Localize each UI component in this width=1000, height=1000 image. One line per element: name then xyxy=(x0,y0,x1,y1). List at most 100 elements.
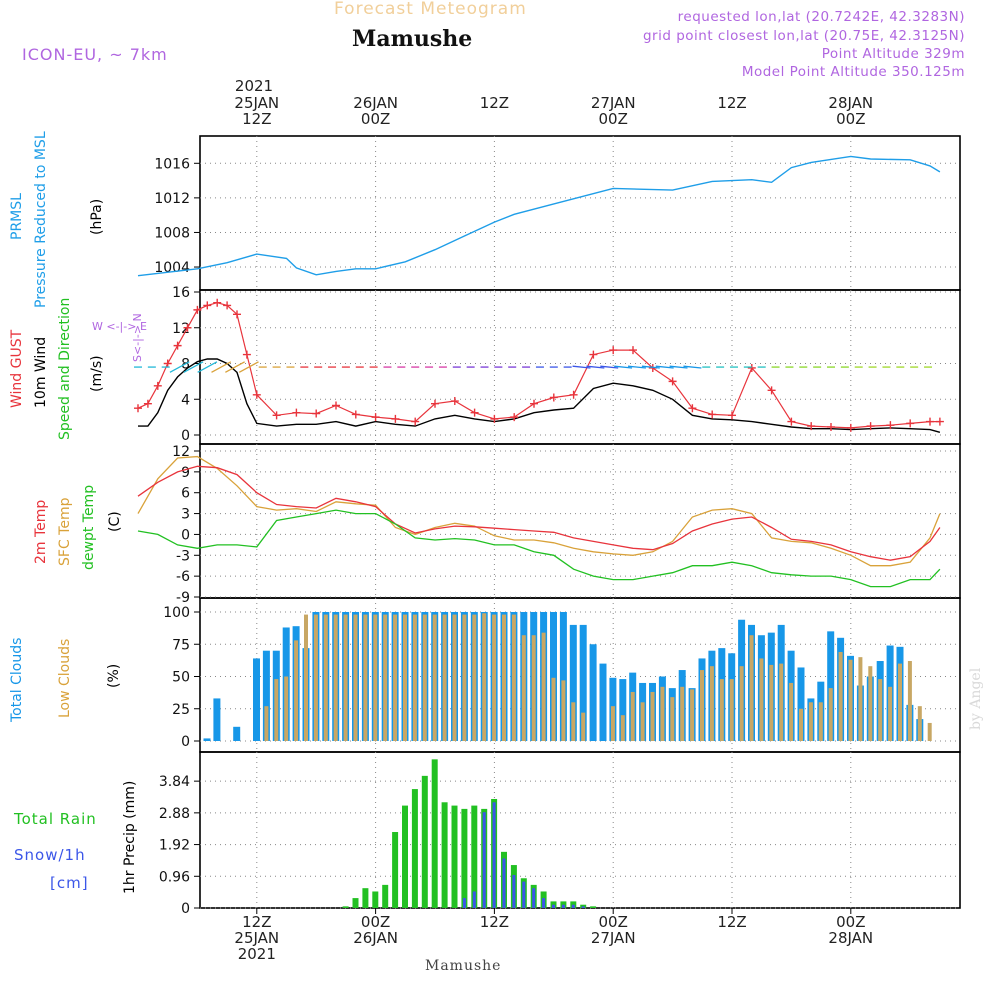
wind-dir-arrow xyxy=(197,361,218,373)
gust-marker xyxy=(490,414,499,423)
gust-marker xyxy=(906,419,915,428)
low-cloud-bar xyxy=(422,614,427,741)
gust-marker xyxy=(431,399,439,408)
total-cloud-bar xyxy=(797,667,805,741)
gust-marker xyxy=(589,350,598,359)
panel-frame xyxy=(199,443,961,599)
rain-bar xyxy=(590,906,597,908)
wind-dir-arrow xyxy=(655,365,674,369)
gust-marker xyxy=(134,404,142,413)
low-cloud-bar xyxy=(917,706,922,741)
low-cloud-bar xyxy=(561,680,566,741)
rain-bar xyxy=(461,808,468,908)
low-cloud-bar xyxy=(551,677,556,741)
location-title: Mamushe xyxy=(352,26,473,52)
y-tick-label: 75 xyxy=(172,637,190,653)
low-cloud-bar xyxy=(630,691,635,741)
low-cloud-bar xyxy=(511,614,516,741)
y-tick-label: 1.92 xyxy=(159,838,190,854)
gust-marker xyxy=(767,386,776,395)
low-cloud-bar xyxy=(383,614,388,741)
low-cloud-bar xyxy=(898,663,902,741)
snow-bar xyxy=(571,904,575,908)
y-tick-label: 50 xyxy=(172,670,190,686)
wind-dir-arrow xyxy=(238,361,259,373)
low-cloud-bar xyxy=(274,679,279,741)
rain-bar xyxy=(362,888,369,908)
bottom-time-label: 12Z xyxy=(479,913,510,931)
gust-marker xyxy=(193,305,202,314)
snow-bar xyxy=(512,874,516,908)
wind-dir-arrow xyxy=(183,361,204,373)
gust-marker xyxy=(332,401,340,410)
y-tick-label: 12 xyxy=(172,321,190,337)
y-tick-label: 3 xyxy=(181,507,190,523)
low-cloud-bar xyxy=(521,635,526,741)
rain-bar xyxy=(342,906,349,908)
wind-dir-arrow xyxy=(225,361,245,373)
rain-bar xyxy=(352,898,359,908)
low-cloud-bar xyxy=(412,614,417,741)
y-tick-label: 1012 xyxy=(154,191,190,207)
gust-marker xyxy=(153,381,162,390)
low-cloud-bar xyxy=(343,614,348,741)
gust-marker xyxy=(609,346,618,355)
temp-2m-line xyxy=(137,465,941,561)
gust-marker xyxy=(371,413,380,422)
gust-marker xyxy=(233,310,241,319)
y-tick-label: 1016 xyxy=(154,156,190,172)
panel-frame xyxy=(199,751,961,909)
model-name: ICON-EU, ~ 7km xyxy=(22,45,168,64)
gust-marker xyxy=(223,301,232,310)
gust-marker xyxy=(708,410,717,419)
low-cloud-bar xyxy=(670,697,675,741)
faded-title: Forecast Meteogram xyxy=(334,0,527,19)
snow-bar xyxy=(522,881,526,908)
total-cloud-bar xyxy=(559,612,567,741)
snow-bar xyxy=(462,898,466,908)
low-cloud-bar xyxy=(581,712,586,741)
total-cloud-bar xyxy=(827,631,835,741)
gust-marker xyxy=(213,298,222,307)
total-cloud-bar xyxy=(619,679,627,741)
rain-bar xyxy=(451,805,458,908)
y-tick-label: 4 xyxy=(181,392,190,408)
top-time-label: 26JAN 00Z xyxy=(353,94,398,128)
rain-bar xyxy=(392,832,399,908)
low-cloud-bar xyxy=(571,702,576,741)
low-cloud-bar xyxy=(304,614,308,741)
bottom-time-label: 12Z 25JAN 2021 xyxy=(234,913,280,963)
low-cloud-bar xyxy=(393,614,398,741)
top-year-label: 2021 xyxy=(234,77,274,95)
low-cloud-bar xyxy=(452,614,457,741)
requested-coords: requested lon,lat (20.7242E, 42.3283N) xyxy=(677,9,965,25)
snow-bar xyxy=(502,858,506,908)
gust-marker xyxy=(351,410,360,419)
gust-marker xyxy=(252,390,261,399)
low-cloud-bar xyxy=(650,691,655,741)
y-tick-label: -9 xyxy=(176,590,190,606)
y-tick-label: 0.96 xyxy=(159,869,190,885)
low-cloud-bar xyxy=(660,686,665,741)
gust-marker xyxy=(411,417,420,426)
snow-unit-legend: [cm] xyxy=(50,874,89,892)
gust-marker xyxy=(866,422,875,431)
low-cloud-bar xyxy=(373,614,378,741)
rain-bar xyxy=(441,802,448,908)
y-tick-label: 0 xyxy=(181,901,190,917)
dewpoint-line xyxy=(137,509,941,588)
y-tick-label: -6 xyxy=(176,569,190,585)
low-cloud-bar xyxy=(888,686,893,741)
gust-marker xyxy=(787,417,796,426)
gust-marker xyxy=(807,422,816,431)
snow-bar xyxy=(482,812,486,908)
y-tick-label: 1004 xyxy=(154,260,190,276)
snow-bar xyxy=(472,891,476,908)
low-cloud-bar xyxy=(907,661,912,741)
low-cloud-bar xyxy=(700,670,704,741)
low-cloud-bar xyxy=(353,614,358,741)
y-tick-label: 9 xyxy=(181,465,190,481)
gust-marker xyxy=(629,346,637,355)
low-cloud-bar xyxy=(828,688,833,741)
